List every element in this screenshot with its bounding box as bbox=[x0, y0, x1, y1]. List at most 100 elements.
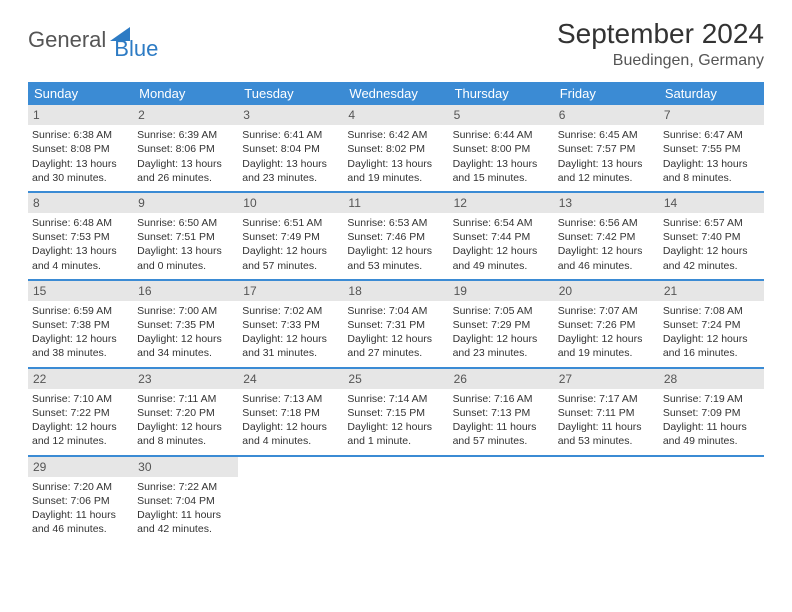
sunset-text: Sunset: 7:38 PM bbox=[32, 318, 129, 332]
daylight-text-1: Daylight: 12 hours bbox=[663, 244, 760, 258]
daylight-text-2: and 34 minutes. bbox=[137, 346, 234, 360]
daylight-text-2: and 57 minutes. bbox=[453, 434, 550, 448]
day-number: 3 bbox=[238, 105, 343, 125]
daylight-text-2: and 12 minutes. bbox=[32, 434, 129, 448]
logo-text-blue: Blue bbox=[114, 36, 158, 62]
day-cell: 7 Sunrise: 6:47 AMSunset: 7:55 PMDaylight… bbox=[659, 105, 764, 191]
sunrise-text: Sunrise: 7:14 AM bbox=[347, 392, 444, 406]
sunrise-text: Sunrise: 6:39 AM bbox=[137, 128, 234, 142]
daylight-text-1: Daylight: 13 hours bbox=[663, 157, 760, 171]
sunrise-text: Sunrise: 6:57 AM bbox=[663, 216, 760, 230]
sunrise-text: Sunrise: 7:04 AM bbox=[347, 304, 444, 318]
daylight-text-1: Daylight: 12 hours bbox=[137, 332, 234, 346]
day-number: 25 bbox=[343, 369, 448, 389]
sunset-text: Sunset: 7:53 PM bbox=[32, 230, 129, 244]
day-cell: 13Sunrise: 6:56 AMSunset: 7:42 PMDayligh… bbox=[554, 193, 659, 279]
sunrise-text: Sunrise: 7:22 AM bbox=[137, 480, 234, 494]
sunset-text: Sunset: 7:26 PM bbox=[558, 318, 655, 332]
daylight-text-2: and 53 minutes. bbox=[558, 434, 655, 448]
day-number: 11 bbox=[343, 193, 448, 213]
day-number: 7 bbox=[659, 105, 764, 125]
daylight-text-2: and 8 minutes. bbox=[137, 434, 234, 448]
day-cell: 1Sunrise: 6:38 AMSunset: 8:08 PMDaylight… bbox=[28, 105, 133, 191]
daylight-text-1: Daylight: 13 hours bbox=[137, 244, 234, 258]
day-cell: 23Sunrise: 7:11 AMSunset: 7:20 PMDayligh… bbox=[133, 369, 238, 455]
day-cell: 25Sunrise: 7:14 AMSunset: 7:15 PMDayligh… bbox=[343, 369, 448, 455]
day-cell: 3Sunrise: 6:41 AMSunset: 8:04 PMDaylight… bbox=[238, 105, 343, 191]
week-row: 22Sunrise: 7:10 AMSunset: 7:22 PMDayligh… bbox=[28, 369, 764, 457]
day-cell: 16Sunrise: 7:00 AMSunset: 7:35 PMDayligh… bbox=[133, 281, 238, 367]
day-cell: 22Sunrise: 7:10 AMSunset: 7:22 PMDayligh… bbox=[28, 369, 133, 455]
day-cell: 6Sunrise: 6:45 AMSunset: 7:57 PMDaylight… bbox=[554, 105, 659, 191]
dow-saturday: Saturday bbox=[659, 82, 764, 105]
sunset-text: Sunset: 8:00 PM bbox=[453, 142, 550, 156]
sunset-text: Sunset: 7:55 PM bbox=[663, 142, 760, 156]
daylight-text-1: Daylight: 13 hours bbox=[558, 157, 655, 171]
day-number: 18 bbox=[343, 281, 448, 301]
day-cell: 19Sunrise: 7:05 AMSunset: 7:29 PMDayligh… bbox=[449, 281, 554, 367]
sunset-text: Sunset: 8:06 PM bbox=[137, 142, 234, 156]
daylight-text-1: Daylight: 13 hours bbox=[32, 244, 129, 258]
month-title: September 2024 bbox=[557, 18, 764, 50]
day-number: 24 bbox=[238, 369, 343, 389]
daylight-text-1: Daylight: 12 hours bbox=[242, 332, 339, 346]
location-label: Buedingen, Germany bbox=[557, 52, 764, 70]
week-row: 29Sunrise: 7:20 AMSunset: 7:06 PMDayligh… bbox=[28, 457, 764, 543]
daylight-text-1: Daylight: 13 hours bbox=[242, 157, 339, 171]
daylight-text-1: Daylight: 13 hours bbox=[347, 157, 444, 171]
sunset-text: Sunset: 7:22 PM bbox=[32, 406, 129, 420]
day-number: 27 bbox=[554, 369, 659, 389]
day-number: 16 bbox=[133, 281, 238, 301]
daylight-text-2: and 19 minutes. bbox=[347, 171, 444, 185]
daylight-text-2: and 46 minutes. bbox=[32, 522, 129, 536]
sunrise-text: Sunrise: 6:54 AM bbox=[453, 216, 550, 230]
day-cell: 26Sunrise: 7:16 AMSunset: 7:13 PMDayligh… bbox=[449, 369, 554, 455]
day-cell: 18Sunrise: 7:04 AMSunset: 7:31 PMDayligh… bbox=[343, 281, 448, 367]
sunset-text: Sunset: 7:15 PM bbox=[347, 406, 444, 420]
sunset-text: Sunset: 7:18 PM bbox=[242, 406, 339, 420]
day-cell: 12Sunrise: 6:54 AMSunset: 7:44 PMDayligh… bbox=[449, 193, 554, 279]
daylight-text-2: and 42 minutes. bbox=[137, 522, 234, 536]
day-number: 22 bbox=[28, 369, 133, 389]
daylight-text-1: Daylight: 13 hours bbox=[32, 157, 129, 171]
daylight-text-1: Daylight: 12 hours bbox=[32, 420, 129, 434]
daylight-text-1: Daylight: 11 hours bbox=[663, 420, 760, 434]
day-number: 8 bbox=[28, 193, 133, 213]
day-cell: 24Sunrise: 7:13 AMSunset: 7:18 PMDayligh… bbox=[238, 369, 343, 455]
week-row: 1Sunrise: 6:38 AMSunset: 8:08 PMDaylight… bbox=[28, 105, 764, 193]
week-row: 15Sunrise: 6:59 AMSunset: 7:38 PMDayligh… bbox=[28, 281, 764, 369]
daylight-text-2: and 49 minutes. bbox=[663, 434, 760, 448]
sunset-text: Sunset: 7:11 PM bbox=[558, 406, 655, 420]
week-row: 8Sunrise: 6:48 AMSunset: 7:53 PMDaylight… bbox=[28, 193, 764, 281]
sunrise-text: Sunrise: 6:53 AM bbox=[347, 216, 444, 230]
sunset-text: Sunset: 7:51 PM bbox=[137, 230, 234, 244]
calendar-weeks: 1Sunrise: 6:38 AMSunset: 8:08 PMDaylight… bbox=[28, 105, 764, 542]
daylight-text-2: and 30 minutes. bbox=[32, 171, 129, 185]
sunset-text: Sunset: 7:42 PM bbox=[558, 230, 655, 244]
day-cell bbox=[449, 457, 554, 543]
sunset-text: Sunset: 8:08 PM bbox=[32, 142, 129, 156]
sunset-text: Sunset: 7:29 PM bbox=[453, 318, 550, 332]
daylight-text-2: and 8 minutes. bbox=[663, 171, 760, 185]
daylight-text-2: and 16 minutes. bbox=[663, 346, 760, 360]
daylight-text-1: Daylight: 12 hours bbox=[558, 244, 655, 258]
day-cell: 21Sunrise: 7:08 AMSunset: 7:24 PMDayligh… bbox=[659, 281, 764, 367]
day-number: 10 bbox=[238, 193, 343, 213]
day-number: 28 bbox=[659, 369, 764, 389]
header: General Blue September 2024 Buedingen, G… bbox=[28, 18, 764, 70]
sunset-text: Sunset: 7:33 PM bbox=[242, 318, 339, 332]
day-cell: 14Sunrise: 6:57 AMSunset: 7:40 PMDayligh… bbox=[659, 193, 764, 279]
sunrise-text: Sunrise: 7:19 AM bbox=[663, 392, 760, 406]
sunrise-text: Sunrise: 6:45 AM bbox=[558, 128, 655, 142]
day-cell: 15Sunrise: 6:59 AMSunset: 7:38 PMDayligh… bbox=[28, 281, 133, 367]
daylight-text-1: Daylight: 12 hours bbox=[137, 420, 234, 434]
dow-thursday: Thursday bbox=[449, 82, 554, 105]
sunset-text: Sunset: 7:20 PM bbox=[137, 406, 234, 420]
day-number: 5 bbox=[449, 105, 554, 125]
day-number: 4 bbox=[343, 105, 448, 125]
day-number: 6 bbox=[554, 105, 659, 125]
sunrise-text: Sunrise: 6:47 AM bbox=[663, 128, 760, 142]
sunset-text: Sunset: 7:09 PM bbox=[663, 406, 760, 420]
day-cell bbox=[343, 457, 448, 543]
logo-text-general: General bbox=[28, 27, 106, 53]
